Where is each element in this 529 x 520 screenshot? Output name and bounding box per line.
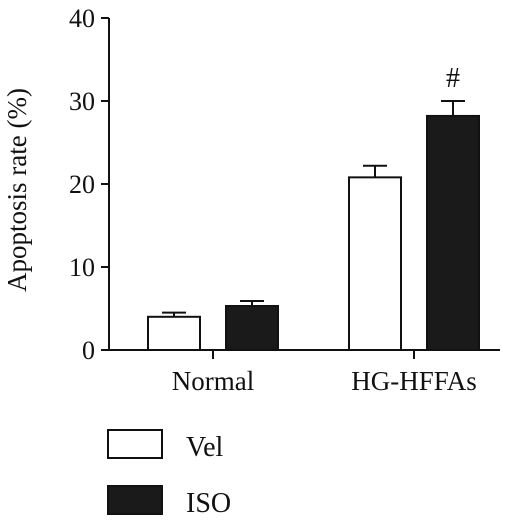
chart-labels: 0 10 20 30 40 Apoptosis rate (%) Normal HG-HFFA…: [2, 4, 477, 396]
legend-swatch-iso: [107, 485, 163, 515]
y-tick-label: 30: [69, 87, 95, 116]
y-tick-label: 20: [69, 170, 95, 199]
legend-swatch-vel: [107, 429, 163, 459]
bar-vel-hg-hffas: [348, 176, 402, 351]
x-category-label: HG-HFFAs: [351, 366, 477, 396]
chart-bars: [147, 100, 480, 352]
chart-legend: Vel ISO: [107, 429, 231, 519]
bar-vel-normal: [147, 315, 201, 351]
legend-label-iso: ISO: [186, 488, 231, 519]
y-tick-label: 10: [69, 253, 95, 282]
x-category-label: Normal: [172, 366, 254, 396]
significance-marker: #: [446, 63, 460, 94]
legend-label-vel: Vel: [186, 432, 224, 463]
y-tick-label: 40: [69, 4, 95, 33]
y-axis-title: Apoptosis rate (%): [2, 88, 32, 292]
bar-iso-normal: [225, 305, 279, 352]
y-tick-label: 0: [82, 336, 95, 365]
bar-iso-hg-hffas: [426, 114, 480, 351]
